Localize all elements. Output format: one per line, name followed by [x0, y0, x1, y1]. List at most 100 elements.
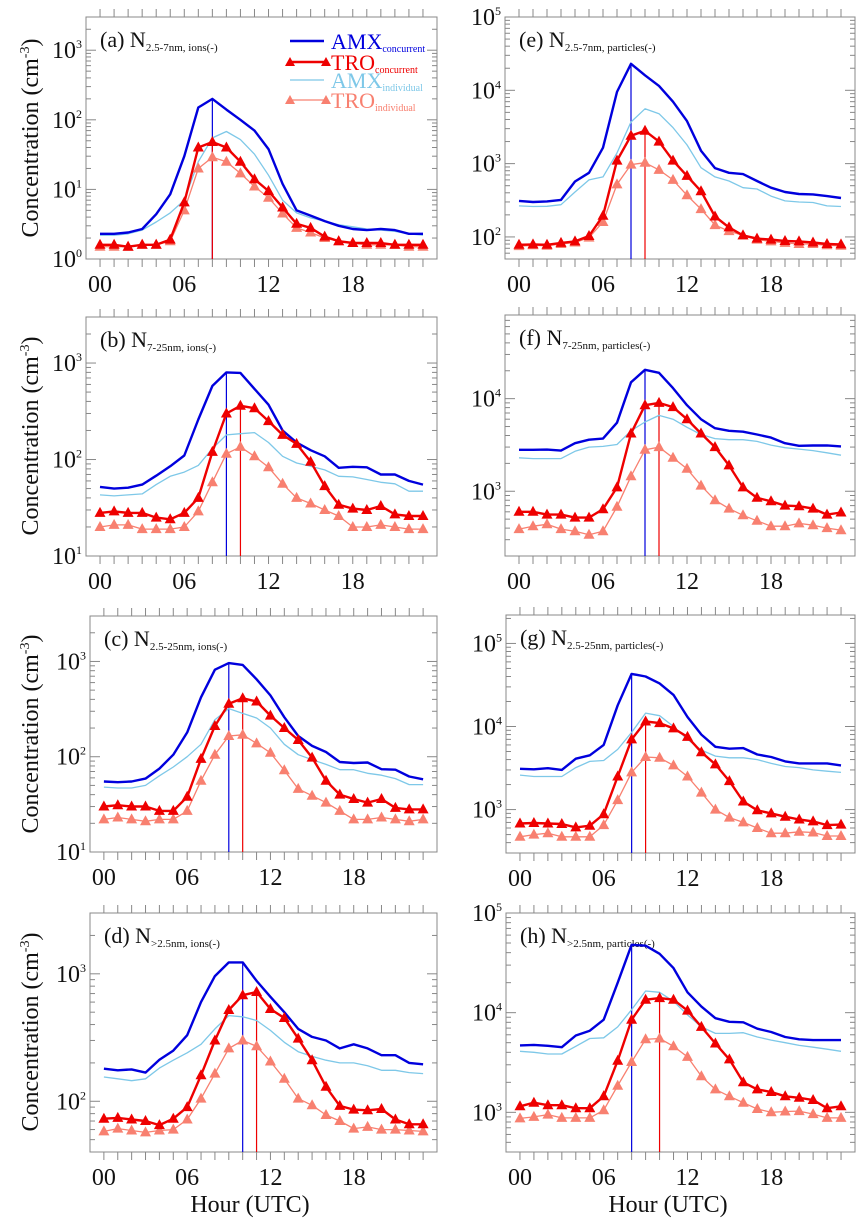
data-point-tro-individual	[737, 816, 749, 827]
data-point-tro-individual	[140, 815, 151, 826]
x-tick-label: 18	[759, 569, 783, 595]
data-point-tro-concurrent	[569, 235, 581, 246]
data-point-tro-individual	[821, 1111, 833, 1122]
data-point-tro-concurrent	[779, 1090, 791, 1101]
data-point-tro-individual	[584, 1111, 596, 1122]
data-point-tro-concurrent	[584, 819, 596, 830]
data-point-tro-concurrent	[723, 1053, 735, 1064]
data-point-tro-individual	[403, 1124, 415, 1135]
data-point-tro-individual	[556, 1111, 568, 1122]
legend-label-tro-concurrent: TROconcurrent	[331, 50, 418, 76]
series-line-amx-individual	[103, 1014, 424, 1082]
data-point-tro-individual	[376, 811, 387, 822]
data-point-tro-concurrent	[389, 508, 401, 519]
data-point-tro-individual	[306, 1099, 318, 1110]
data-point-tro-concurrent	[555, 236, 567, 247]
y-tick-label: 105	[471, 4, 501, 31]
data-point-tro-individual	[793, 1105, 805, 1116]
data-point-tro-individual	[612, 794, 624, 805]
data-point-tro-individual	[220, 155, 232, 166]
x-tick-label: 06	[591, 569, 615, 595]
data-point-tro-individual	[278, 1072, 290, 1083]
series-line-amx-concurrent	[519, 672, 842, 772]
data-point-tro-concurrent	[751, 1083, 763, 1094]
data-point-tro-individual	[654, 1032, 666, 1043]
y-tick-label-exponent: 5	[495, 4, 501, 18]
data-point-tro-concurrent	[640, 993, 652, 1004]
data-point-tro-concurrent	[361, 504, 373, 514]
data-point-tro-concurrent	[597, 209, 609, 220]
panel-title-main: (f) N	[519, 325, 562, 350]
data-point-tro-concurrent	[319, 480, 331, 491]
data-point-tro-individual	[167, 813, 179, 824]
data-point-tro-concurrent	[150, 511, 162, 522]
x-tick-label: 12	[675, 569, 699, 595]
y-tick-label: 105	[472, 630, 502, 657]
data-point-tro-concurrent	[514, 817, 526, 828]
y-axis-label-c: Concentration (cm-3)	[18, 635, 44, 834]
data-point-tro-concurrent	[181, 1101, 193, 1112]
data-point-tro-concurrent	[209, 1034, 221, 1045]
data-point-tro-individual	[306, 789, 318, 800]
data-point-tro-concurrent	[292, 1032, 304, 1043]
legend-marker-tro-concurrent-right	[321, 57, 331, 66]
series-line-tro-individual	[99, 446, 423, 530]
data-point-tro-concurrent	[192, 491, 204, 502]
data-point-tro-concurrent	[527, 238, 539, 249]
data-point-tro-concurrent	[278, 722, 290, 732]
y-tick-label: 104	[471, 77, 501, 104]
data-point-tro-concurrent	[164, 513, 176, 524]
data-point-tro-concurrent	[263, 415, 274, 426]
data-point-tro-individual	[192, 505, 204, 516]
y-tick-label: 103	[52, 350, 82, 377]
data-point-tro-concurrent	[598, 808, 610, 819]
x-tick-label: 00	[508, 866, 532, 892]
data-point-tro-concurrent	[807, 1094, 819, 1104]
panel-title-main: (a) N	[100, 27, 146, 52]
data-point-tro-concurrent	[220, 141, 232, 152]
data-point-tro-concurrent	[639, 124, 651, 135]
data-point-tro-concurrent	[206, 445, 218, 456]
y-tick-label: 102	[471, 224, 501, 251]
data-point-tro-individual	[153, 813, 165, 824]
data-point-tro-individual	[319, 504, 331, 514]
data-point-tro-concurrent	[793, 500, 805, 511]
y-tick-label-base: 10	[472, 631, 496, 657]
data-point-tro-individual	[542, 1108, 554, 1119]
data-point-tro-individual	[333, 510, 345, 520]
data-point-tro-concurrent	[195, 1069, 207, 1080]
data-point-tro-individual	[709, 494, 721, 505]
data-point-tro-individual	[737, 509, 749, 520]
x-tick-label: 00	[508, 1165, 532, 1191]
data-point-tro-individual	[291, 491, 303, 502]
data-point-tro-individual	[793, 517, 805, 528]
data-point-tro-concurrent	[362, 796, 374, 807]
data-point-tro-individual	[112, 1122, 124, 1133]
x-tick-label: 12	[257, 569, 281, 595]
y-tick-label-base: 10	[52, 38, 76, 64]
series-line-tro-individual	[103, 1039, 424, 1134]
data-point-tro-individual	[625, 470, 637, 481]
data-point-tro-concurrent	[626, 1013, 638, 1024]
series-line-amx-individual	[518, 108, 842, 208]
panel-title-f: (f) N7-25nm, particles(-)	[519, 325, 651, 352]
y-tick-label-exponent: 1	[80, 839, 86, 853]
data-point-tro-concurrent	[136, 238, 148, 249]
y-tick-label-exponent: 3	[76, 37, 82, 51]
data-point-tro-concurrent	[122, 506, 134, 517]
series-line-amx-concurrent	[103, 961, 424, 1074]
plot-frame-a	[85, 16, 438, 260]
data-point-tro-concurrent	[556, 1099, 568, 1110]
y-axis-label-d: Concentration (cm-3)	[18, 933, 44, 1132]
series-line-tro-individual	[100, 156, 423, 248]
data-point-tro-concurrent	[723, 221, 735, 232]
x-tick-label: 00	[88, 569, 112, 595]
data-point-tro-individual	[375, 518, 387, 529]
y-tick-label-exponent: 5	[496, 630, 502, 644]
data-point-tro-individual	[181, 1113, 193, 1124]
panel-title-e: (e) N2.5-7nm, particles(-)	[519, 27, 656, 54]
y-axis-label-b: Concentration (cm-3)	[18, 337, 44, 536]
panel-title-main: (d) N	[104, 923, 151, 948]
